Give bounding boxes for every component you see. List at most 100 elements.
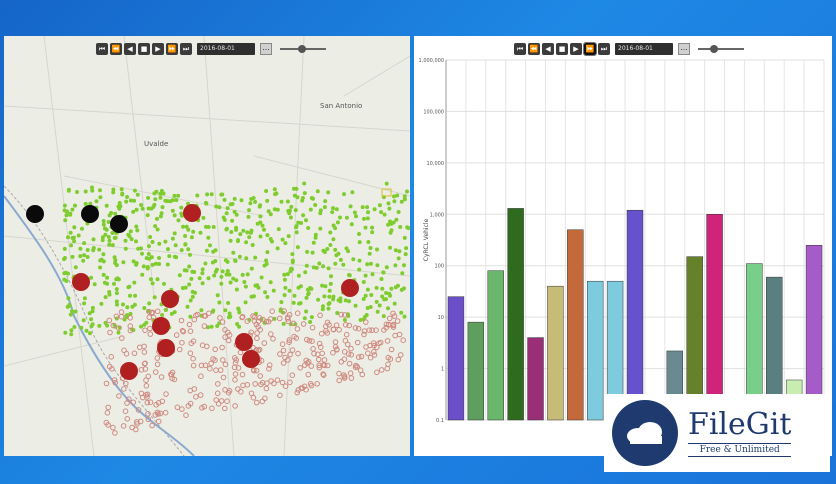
active-well-point[interactable] bbox=[153, 261, 158, 266]
bar[interactable] bbox=[706, 214, 723, 421]
active-well-point[interactable] bbox=[115, 302, 119, 307]
active-well-point[interactable] bbox=[333, 261, 338, 266]
active-well-point[interactable] bbox=[255, 283, 260, 288]
active-well-point[interactable] bbox=[257, 204, 262, 209]
inactive-well-point[interactable] bbox=[365, 350, 371, 357]
active-well-point[interactable] bbox=[198, 230, 203, 235]
active-well-point[interactable] bbox=[63, 330, 68, 335]
active-well-point[interactable] bbox=[313, 235, 318, 240]
inactive-well-point[interactable] bbox=[218, 398, 225, 404]
active-well-point[interactable] bbox=[228, 280, 233, 285]
active-well-point[interactable] bbox=[193, 290, 197, 295]
active-well-point[interactable] bbox=[243, 300, 248, 305]
active-well-point[interactable] bbox=[275, 207, 280, 212]
active-well-point[interactable] bbox=[135, 192, 140, 197]
active-well-point[interactable] bbox=[248, 201, 253, 206]
active-well-point[interactable] bbox=[76, 233, 81, 238]
active-well-point[interactable] bbox=[399, 199, 404, 204]
active-well-point[interactable] bbox=[271, 288, 276, 293]
active-well-point[interactable] bbox=[206, 235, 211, 240]
active-well-point[interactable] bbox=[127, 234, 132, 239]
inactive-well-point[interactable] bbox=[291, 333, 297, 340]
active-well-point[interactable] bbox=[185, 304, 190, 309]
inactive-well-point[interactable] bbox=[135, 407, 142, 413]
active-well-point[interactable] bbox=[180, 213, 184, 218]
inactive-well-point[interactable] bbox=[254, 335, 260, 342]
active-well-point[interactable] bbox=[234, 287, 239, 292]
inactive-well-point[interactable] bbox=[109, 366, 115, 372]
active-well-point[interactable] bbox=[107, 213, 112, 218]
inactive-well-point[interactable] bbox=[341, 312, 348, 318]
active-well-point[interactable] bbox=[97, 247, 102, 252]
inactive-well-point[interactable] bbox=[105, 404, 111, 411]
active-well-point[interactable] bbox=[66, 271, 70, 276]
active-well-point[interactable] bbox=[232, 209, 237, 214]
active-well-point[interactable] bbox=[211, 249, 216, 254]
inactive-well-point[interactable] bbox=[318, 330, 325, 337]
active-well-point[interactable] bbox=[288, 215, 293, 220]
active-well-point[interactable] bbox=[225, 206, 230, 211]
active-well-point[interactable] bbox=[200, 281, 205, 286]
active-well-point[interactable] bbox=[323, 199, 328, 204]
active-well-point[interactable] bbox=[123, 238, 128, 243]
active-well-point[interactable] bbox=[245, 272, 250, 277]
slider-knob[interactable] bbox=[298, 45, 306, 53]
well-cluster-marker[interactable] bbox=[72, 273, 90, 291]
active-well-point[interactable] bbox=[211, 225, 216, 229]
active-well-point[interactable] bbox=[285, 199, 290, 204]
inactive-well-point[interactable] bbox=[198, 362, 205, 369]
active-well-point[interactable] bbox=[384, 297, 388, 302]
active-well-point[interactable] bbox=[230, 218, 235, 223]
active-well-point[interactable] bbox=[222, 217, 227, 222]
active-well-point[interactable] bbox=[290, 252, 295, 257]
inactive-well-point[interactable] bbox=[305, 371, 312, 378]
active-well-point[interactable] bbox=[82, 241, 87, 246]
inactive-well-point[interactable] bbox=[147, 331, 154, 337]
inactive-well-point[interactable] bbox=[304, 336, 310, 343]
active-well-point[interactable] bbox=[148, 235, 153, 239]
active-well-point[interactable] bbox=[107, 238, 112, 243]
active-well-point[interactable] bbox=[238, 232, 243, 237]
active-well-point[interactable] bbox=[217, 205, 222, 210]
inactive-well-point[interactable] bbox=[268, 378, 274, 384]
active-well-point[interactable] bbox=[402, 197, 407, 202]
active-well-point[interactable] bbox=[365, 306, 370, 310]
active-well-point[interactable] bbox=[388, 293, 393, 298]
active-well-point[interactable] bbox=[292, 193, 297, 198]
inactive-well-point[interactable] bbox=[158, 374, 165, 380]
inactive-well-point[interactable] bbox=[198, 373, 204, 380]
active-well-point[interactable] bbox=[133, 293, 138, 298]
inactive-well-point[interactable] bbox=[215, 401, 222, 407]
active-well-point[interactable] bbox=[296, 220, 301, 225]
active-well-point[interactable] bbox=[331, 206, 335, 211]
active-well-point[interactable] bbox=[80, 226, 84, 231]
inactive-well-point[interactable] bbox=[324, 362, 331, 369]
active-well-point[interactable] bbox=[160, 205, 165, 210]
inactive-well-point[interactable] bbox=[256, 346, 263, 353]
inactive-well-point[interactable] bbox=[186, 321, 193, 328]
active-well-point[interactable] bbox=[69, 243, 74, 248]
inactive-well-point[interactable] bbox=[145, 416, 152, 423]
active-well-point[interactable] bbox=[81, 258, 86, 263]
active-well-point[interactable] bbox=[361, 297, 366, 301]
active-well-point[interactable] bbox=[253, 199, 258, 204]
active-well-point[interactable] bbox=[90, 322, 95, 327]
inactive-well-point[interactable] bbox=[179, 339, 185, 346]
active-well-point[interactable] bbox=[90, 185, 94, 190]
active-well-point[interactable] bbox=[389, 286, 394, 291]
inactive-well-point[interactable] bbox=[217, 367, 224, 373]
active-well-point[interactable] bbox=[62, 208, 67, 213]
active-well-point[interactable] bbox=[316, 297, 321, 302]
inactive-well-point[interactable] bbox=[336, 327, 342, 333]
active-well-point[interactable] bbox=[68, 230, 73, 235]
inactive-well-point[interactable] bbox=[378, 367, 385, 373]
active-well-point[interactable] bbox=[116, 330, 121, 335]
inactive-well-point[interactable] bbox=[321, 357, 328, 363]
active-well-point[interactable] bbox=[253, 255, 258, 260]
inactive-well-point[interactable] bbox=[143, 383, 150, 389]
active-well-point[interactable] bbox=[84, 328, 89, 333]
active-well-point[interactable] bbox=[176, 218, 181, 223]
active-well-point[interactable] bbox=[326, 306, 331, 311]
active-well-point[interactable] bbox=[189, 276, 194, 281]
active-well-point[interactable] bbox=[188, 314, 193, 319]
